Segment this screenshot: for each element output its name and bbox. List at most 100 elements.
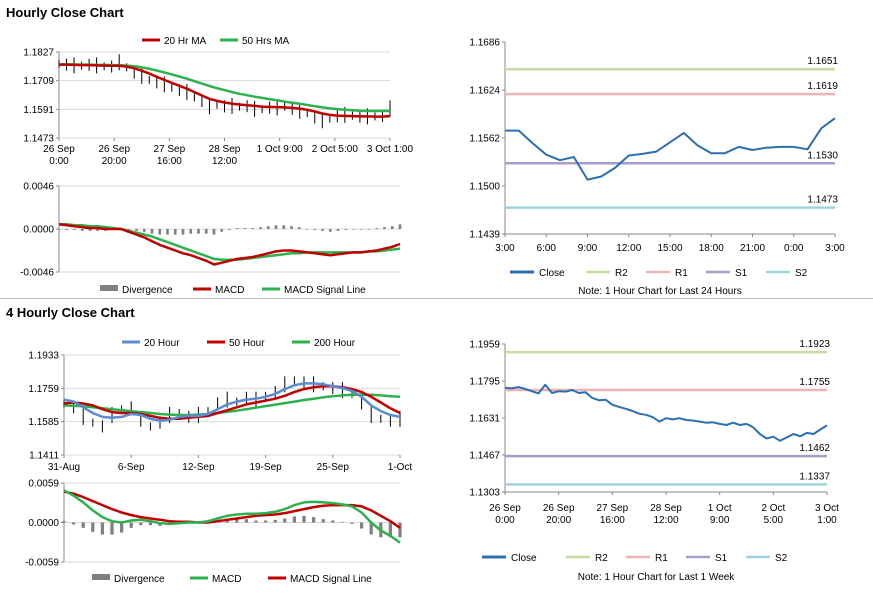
four_hourly_macd-y-tick-label: -0.0059	[25, 558, 59, 569]
hourly_pivots-legend-label: Close	[539, 268, 565, 279]
hourly_price-y-tick-label: 1.1709	[23, 76, 54, 87]
four_hourly_price-ma20-line	[63, 382, 401, 422]
four_hourly_pivots-x-tick-label: 2 Oct	[761, 503, 785, 514]
four_hourly_pivots-x-tick-label: 9:00	[710, 515, 730, 526]
hourly_macd-divergence-bar	[375, 228, 379, 229]
hourly_macd-divergence-bar	[228, 229, 231, 230]
hourly_pivots-y-tick-label: 1.1500	[469, 182, 500, 193]
four_hourly_macd-y-tick-label: 0.0000	[28, 518, 59, 529]
four_hourly_macd-divergence-bar	[359, 522, 364, 529]
four_hourly_pivots-y-tick-label: 1.1631	[469, 414, 500, 425]
four_hourly_pivots-legend-label: R1	[655, 553, 668, 564]
hourly_price-y-tick-label: 1.1591	[23, 105, 54, 116]
hourly_macd-divergence-bar	[212, 229, 216, 235]
hourly_price-legend-label: 20 Hr MA	[164, 36, 207, 47]
hourly_macd-divergence-bar	[313, 229, 317, 230]
four_hourly_price-x-tick-label: 6-Sep	[118, 462, 145, 473]
hourly_macd-divergence-bar	[321, 229, 324, 231]
hourly_macd-divergence-bar	[274, 225, 278, 229]
four_hourly_price-y-tick-label: 1.1585	[28, 417, 59, 428]
hourly_macd-divergence-bar	[344, 229, 348, 230]
hourly_macd-divergence-bar	[266, 226, 270, 229]
four_hourly_price-y-tick-label: 1.1411	[29, 451, 59, 462]
four_hourly_pivots-close-line	[504, 383, 828, 442]
four_hourly_macd-divergence-bar	[398, 522, 402, 538]
hourly_price-x-tick-label: 26 Sep	[98, 144, 130, 155]
hourly_pivots-y-tick-label: 1.1624	[469, 86, 500, 97]
four_hourly_macd-legend-label: MACD	[212, 574, 241, 585]
four_hourly_price-y-tick-label: 1.1759	[28, 384, 59, 395]
four_hourly_pivots-y-tick-label: 1.1959	[469, 340, 500, 351]
hourly_pivots-x-tick-label: 12:00	[616, 243, 641, 254]
four_hourly_macd-divergence-bar	[71, 522, 76, 525]
hourly_macd-divergence-bar	[189, 229, 193, 234]
hourly_pivots-x-tick-label: 15:00	[657, 243, 682, 254]
four_hourly_pivots-x-tick-label: 12:00	[653, 515, 678, 526]
four_hourly_macd-divergence-bar	[311, 517, 316, 523]
hourly_macd-divergence-bar	[336, 229, 340, 231]
hourly_pivots-r2-label: 1.1651	[807, 56, 838, 67]
hourly_price-x-tick-label: 12:00	[212, 156, 237, 167]
hourly_macd-legend-swatch	[100, 285, 118, 291]
hourly_pivots-y-tick-label: 1.1562	[469, 134, 500, 145]
four_hourly_macd-divergence-bar	[110, 522, 114, 535]
hourly_macd-legend-label: Divergence	[122, 285, 173, 296]
four_hourly_pivots-s1-label: 1.1462	[799, 443, 830, 454]
four_hourly_price-x-tick-label: 12-Sep	[182, 462, 215, 473]
four_hourly_price-ma200-line	[63, 393, 401, 417]
four_hourly_pivots-r1-label: 1.1755	[799, 377, 830, 388]
four_hourly_pivots-x-tick-label: 28 Sep	[650, 503, 682, 514]
four_hourly_macd-divergence-bar	[119, 522, 124, 533]
four-hourly-section-title: 4 Hourly Close Chart	[6, 305, 135, 320]
hourly_macd-divergence-bar	[166, 229, 169, 235]
four_hourly_macd-divergence-bar	[273, 519, 277, 523]
hourly_macd-divergence-bar	[359, 229, 363, 230]
four_hourly_macd-divergence-bar	[91, 522, 95, 532]
hourly_macd-divergence-bar	[57, 229, 61, 230]
hourly_macd-divergence-bar	[88, 229, 92, 231]
four_hourly_pivots-legend-label: Close	[511, 553, 537, 564]
hourly_macd-divergence-bar	[197, 229, 200, 234]
four_hourly_macd-divergence-bar	[350, 522, 354, 524]
hourly_macd-divergence-bar	[235, 228, 239, 229]
four_hourly_macd-divergence-bar	[292, 516, 297, 523]
hourly_macd-divergence-bar	[367, 229, 371, 230]
hourly_pivots-close-line	[505, 117, 836, 181]
hourly_pivots-x-tick-label: 9:00	[578, 243, 598, 254]
four_hourly_macd-divergence-bar	[263, 520, 268, 523]
hourly_pivots-s2-label: 1.1473	[807, 195, 838, 206]
hourly_macd-divergence-bar	[328, 229, 332, 232]
four_hourly_pivots-legend-label: R2	[595, 553, 608, 564]
four_hourly_macd-divergence-bar	[244, 519, 249, 523]
four_hourly_pivots-x-tick-label: 27 Sep	[596, 503, 628, 514]
four_hourly_macd-y-tick-label: 0.0059	[28, 479, 59, 490]
four_hourly_pivots-legend-label: S1	[715, 553, 728, 564]
hourly_pivots-x-tick-label: 21:00	[740, 243, 765, 254]
hourly_macd-divergence-bar	[390, 226, 394, 229]
hourly_pivots-note: Note: 1 Hour Chart for Last 24 Hours	[578, 286, 741, 297]
hourly_price-x-tick-label: 0:00	[49, 156, 69, 167]
hourly_pivots-x-tick-label: 0:00	[784, 243, 804, 254]
hourly_macd-divergence-bar	[96, 229, 100, 231]
four_hourly_macd-divergence-bar	[148, 522, 153, 526]
hourly_macd-y-tick-label: 0.0046	[23, 182, 54, 193]
hourly_price-x-tick-label: 3 Oct 1:00	[367, 144, 414, 155]
hourly_price-x-tick-label: 1 Oct 9:00	[257, 144, 304, 155]
four_hourly_pivots-x-tick-label: 1 Oct	[708, 503, 732, 514]
hourly_price-x-tick-label: 28 Sep	[209, 144, 241, 155]
hourly_macd-divergence-bar	[220, 229, 224, 232]
four_hourly_macd-divergence-bar	[235, 518, 239, 523]
hourly_macd-legend-label: MACD Signal Line	[284, 285, 366, 296]
four_hourly_macd-divergence-bar	[369, 522, 373, 535]
four_hourly_macd-legend-swatch	[92, 574, 110, 580]
hourly_pivots-x-tick-label: 6:00	[537, 243, 557, 254]
hourly_macd-y-tick-label: 0.0000	[23, 225, 54, 236]
hourly_price-x-tick-label: 16:00	[157, 156, 182, 167]
hourly_macd-divergence-bar	[398, 224, 402, 229]
hourly_macd-divergence-bar	[251, 228, 255, 229]
four_hourly_pivots-x-tick-label: 26 Sep	[543, 503, 575, 514]
four_hourly_pivots-y-tick-label: 1.1467	[469, 451, 500, 462]
hourly_macd-macd-line	[58, 223, 401, 266]
